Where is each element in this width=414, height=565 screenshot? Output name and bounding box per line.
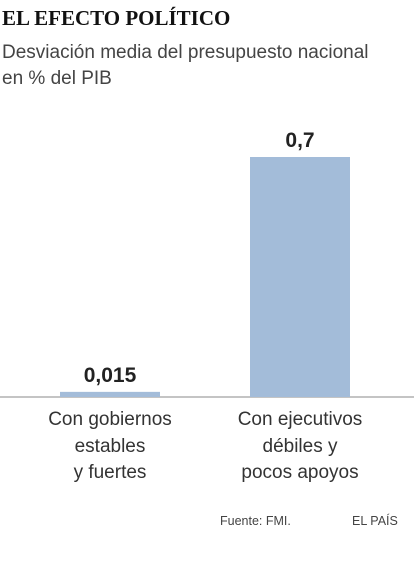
x-tick-label: Con gobiernos estables y fuertes xyxy=(48,409,172,483)
publisher: EL PAÍS xyxy=(352,514,398,528)
chart-title: EL EFECTO POLÍTICO xyxy=(2,6,231,30)
bar xyxy=(60,391,160,397)
chart-subtitle: Desviación media del presupuesto naciona… xyxy=(2,42,369,89)
value-label: 0,7 xyxy=(285,129,314,152)
x-tick-label: Con ejecutivos débiles y pocos apoyos xyxy=(237,409,363,483)
bar xyxy=(250,157,350,397)
value-label: 0,015 xyxy=(84,364,137,387)
source: Fuente: FMI. xyxy=(220,514,291,528)
